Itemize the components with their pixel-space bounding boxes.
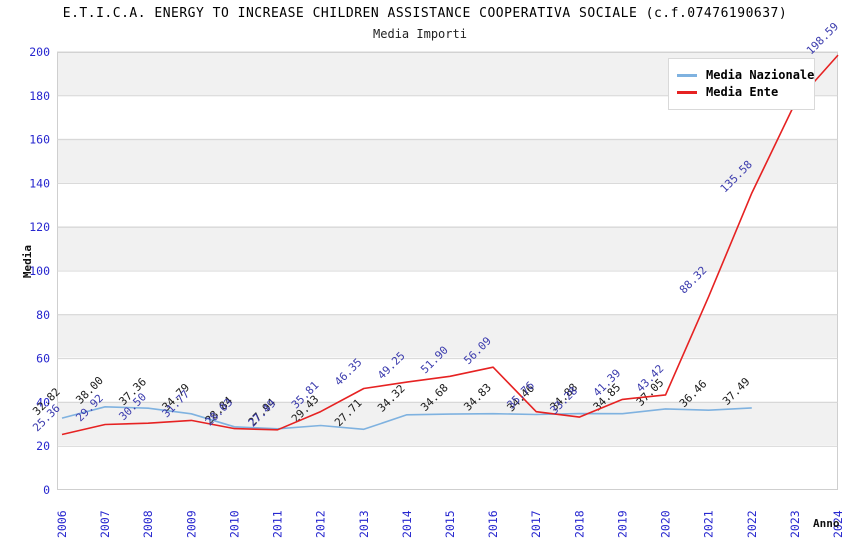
point-label: 135.58 [718, 158, 755, 195]
media-ente-line-swatch-icon [677, 90, 697, 94]
point-label: 49.25 [375, 349, 408, 382]
x-tick-labels: 2006 2007 2008 2009 2010 2011 2012 2013 2014 2015… [55, 510, 845, 538]
legend-label: Media Ente [706, 85, 779, 99]
legend: Media Nazionale Media Ente [668, 58, 815, 110]
legend-item-media-nazionale: Media Nazionale [677, 68, 814, 82]
x-tick-label: 2015 [443, 510, 457, 538]
x-tick-label: 2019 [615, 510, 629, 538]
point-label: 34.83 [461, 381, 494, 414]
y-tick-label: 120 [29, 220, 50, 234]
point-label: 51.90 [418, 344, 451, 377]
x-tick-label: 2011 [271, 510, 285, 538]
point-label: 27.71 [332, 397, 365, 430]
y-tick-label: 40 [36, 395, 50, 409]
x-tick-label: 2022 [745, 510, 759, 538]
gridlines [57, 51, 838, 447]
x-tick-label: 2021 [702, 510, 716, 538]
x-tick-label: 2012 [314, 510, 328, 538]
legend-item-media-ente: Media Ente [677, 85, 806, 99]
y-tick-label: 160 [29, 133, 50, 147]
media-nazionale-line-swatch-icon [677, 73, 697, 77]
x-tick-label: 2018 [572, 510, 586, 538]
y-tick-labels: 0 20 40 60 80 100 120 140 160 180 200 [29, 45, 50, 497]
x-tick-label: 2006 [55, 510, 69, 538]
legend-label: Media Nazionale [706, 68, 815, 82]
media-nazionale-line [61, 405, 752, 431]
y-tick-label: 100 [29, 264, 50, 278]
x-tick-label: 2020 [659, 510, 673, 538]
x-tick-label: 2024 [831, 510, 845, 538]
point-label: 46.35 [332, 356, 365, 389]
y-tick-label: 20 [36, 439, 50, 453]
point-label: 56.09 [461, 334, 494, 367]
x-tick-label: 2014 [400, 510, 414, 538]
y-tick-label: 80 [36, 308, 50, 322]
y-tick-label: 200 [29, 45, 50, 59]
x-tick-label: 2017 [529, 510, 543, 538]
x-axis-title: Anno [813, 517, 840, 530]
y-tick-label: 140 [29, 176, 50, 190]
point-label: 36.46 [677, 377, 710, 410]
y-tick-label: 60 [36, 352, 50, 366]
x-tick-label: 2010 [227, 510, 241, 538]
chart-title: E.T.I.C.A. ENERGY TO INCREASE CHILDREN A… [62, 6, 788, 21]
y-tick-label: 180 [29, 89, 50, 103]
point-label: 88.32 [677, 264, 710, 297]
x-tick-label: 2008 [141, 510, 155, 538]
chart-subtitle: Media Importi [373, 27, 467, 41]
media-ente-line [61, 54, 839, 436]
y-tick-label: 0 [43, 483, 50, 497]
x-tick-label: 2023 [788, 510, 802, 538]
point-label: 34.68 [418, 381, 451, 414]
y-axis-title: Media [21, 244, 35, 279]
x-tick-label: 2007 [98, 510, 112, 538]
point-label: 34.32 [375, 382, 408, 415]
x-tick-label: 2016 [486, 510, 500, 538]
x-tick-label: 2009 [184, 510, 198, 538]
x-tick-label: 2013 [357, 510, 371, 538]
